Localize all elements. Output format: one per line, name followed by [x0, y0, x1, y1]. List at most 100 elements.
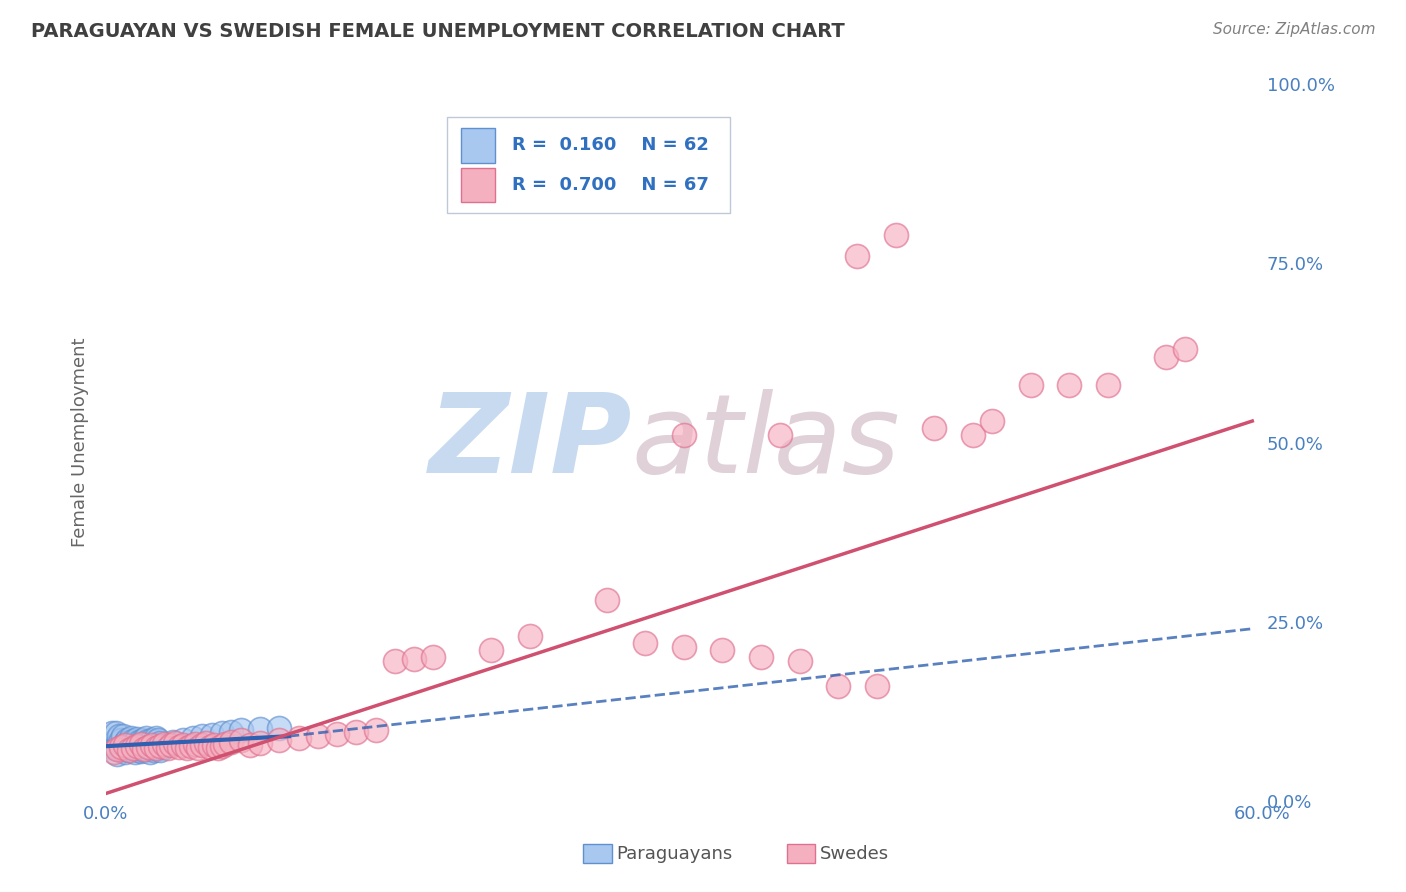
FancyBboxPatch shape [461, 128, 495, 162]
Point [100, 739, 122, 754]
Point [846, 249, 869, 263]
Point [115, 732, 138, 747]
Point [107, 747, 129, 761]
Point [1154, 350, 1177, 364]
Point [131, 741, 153, 756]
Point [422, 649, 444, 664]
Point [139, 745, 162, 759]
Point [307, 729, 329, 743]
Point [249, 736, 271, 750]
Text: Paraguayans: Paraguayans [616, 845, 733, 863]
Point [125, 740, 148, 755]
Point [181, 731, 204, 745]
Point [167, 739, 190, 754]
Point [160, 739, 183, 753]
Y-axis label: Female Unemployment: Female Unemployment [72, 338, 89, 548]
Point [149, 739, 172, 754]
Text: Swedes: Swedes [820, 845, 889, 863]
Point [128, 735, 150, 749]
Point [136, 739, 159, 754]
Point [187, 740, 209, 755]
Point [107, 742, 129, 756]
Point [326, 727, 349, 741]
Point [141, 740, 163, 755]
Point [122, 734, 145, 748]
Point [152, 737, 174, 751]
Point [129, 737, 152, 751]
Point [165, 736, 187, 750]
Point [219, 735, 242, 749]
Point [884, 227, 907, 242]
Point [156, 738, 179, 752]
Point [1057, 378, 1080, 392]
Point [219, 724, 242, 739]
Point [672, 640, 695, 654]
Point [1019, 378, 1042, 392]
Point [962, 428, 984, 442]
Point [134, 742, 156, 756]
Text: ZIP: ZIP [429, 389, 631, 496]
Point [149, 736, 172, 750]
Point [129, 744, 152, 758]
Point [211, 739, 233, 754]
Point [118, 743, 141, 757]
Text: Source: ZipAtlas.com: Source: ZipAtlas.com [1212, 22, 1375, 37]
Point [125, 739, 148, 754]
Text: atlas: atlas [631, 389, 900, 496]
Point [519, 629, 541, 643]
Point [120, 739, 142, 754]
Point [239, 738, 262, 752]
Point [214, 737, 236, 751]
Point [108, 729, 131, 743]
Point [195, 736, 218, 750]
Point [229, 732, 252, 747]
FancyBboxPatch shape [447, 117, 730, 213]
Point [191, 739, 214, 753]
Point [183, 737, 205, 751]
Point [120, 731, 142, 745]
Point [110, 732, 132, 747]
Point [110, 739, 132, 754]
Point [191, 729, 214, 743]
Point [479, 643, 502, 657]
Point [180, 739, 202, 754]
Point [711, 643, 734, 657]
Point [100, 725, 122, 739]
Point [145, 731, 167, 745]
Point [207, 741, 229, 756]
Point [145, 739, 167, 754]
Point [114, 736, 136, 750]
Point [131, 733, 153, 747]
Point [156, 740, 179, 755]
Point [162, 735, 184, 749]
Point [135, 739, 157, 754]
Point [981, 414, 1004, 428]
Point [141, 738, 163, 752]
Point [146, 741, 169, 756]
Point [118, 735, 141, 749]
Point [128, 743, 150, 757]
Point [211, 726, 233, 740]
Point [104, 732, 127, 747]
FancyBboxPatch shape [461, 168, 495, 202]
Point [198, 739, 221, 754]
Point [344, 724, 367, 739]
Point [124, 736, 146, 750]
Point [136, 742, 159, 756]
Point [596, 593, 619, 607]
Point [145, 741, 167, 756]
Point [141, 732, 163, 747]
Point [125, 732, 148, 747]
Point [287, 731, 309, 746]
Text: R =  0.700    N = 67: R = 0.700 N = 67 [512, 176, 709, 194]
Point [269, 733, 291, 747]
Point [789, 654, 811, 668]
Point [124, 745, 146, 759]
Point [143, 735, 166, 749]
Point [143, 743, 166, 757]
Point [249, 722, 271, 736]
Point [201, 728, 224, 742]
Point [176, 741, 198, 756]
Point [769, 428, 792, 442]
Point [103, 745, 125, 759]
